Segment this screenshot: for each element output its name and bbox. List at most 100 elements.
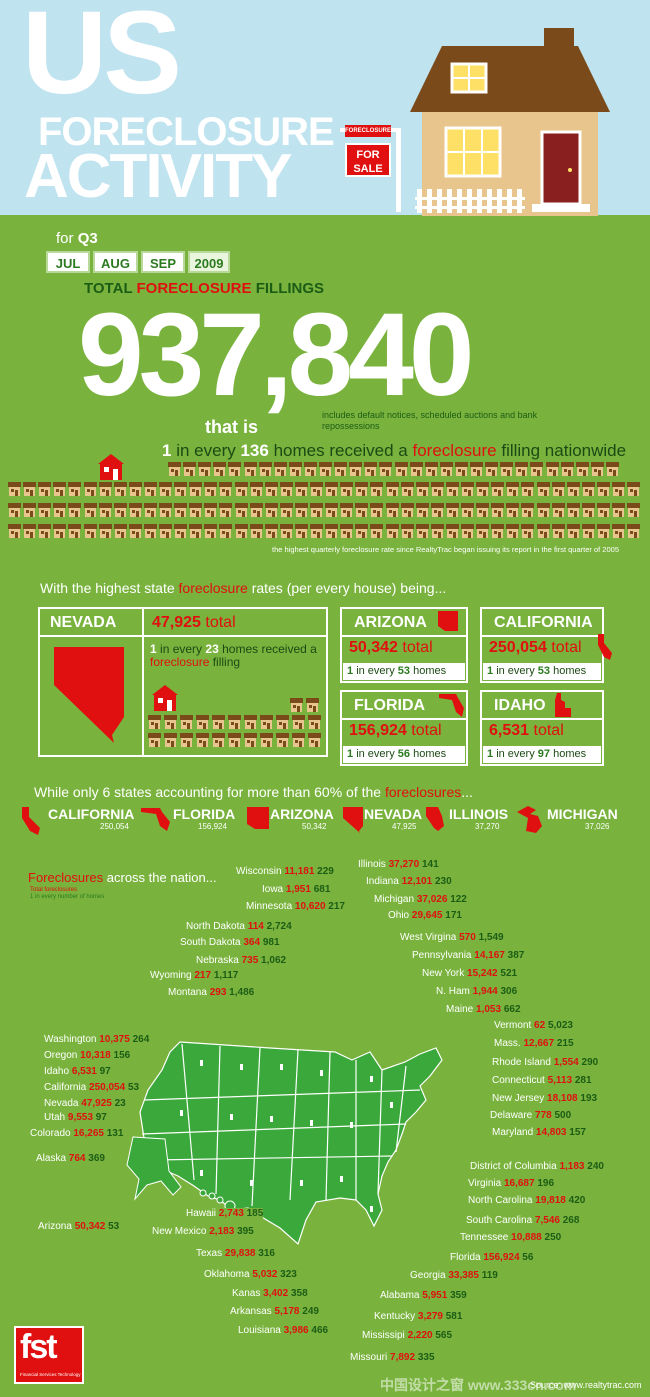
state-label-mass: Mass. 12,667 215: [494, 1038, 574, 1050]
arizona-shape-icon: [438, 611, 458, 631]
state-label-missouri: Missouri 7,892 335: [350, 1352, 435, 1364]
house-pictogram: [276, 733, 289, 747]
legend-ratio: 1 in every number of homes: [30, 894, 105, 900]
house-pictogram: [228, 715, 241, 729]
state-label-maryland: Maryland 14,803 157: [492, 1127, 586, 1139]
state-label-north-carolina: North Carolina 19,818 420: [468, 1195, 586, 1207]
california-total-word: total: [551, 639, 582, 656]
state-label-pennsylvania: Pennsylvania 14,167 387: [412, 950, 525, 962]
state-label-ratio: 290: [581, 1057, 599, 1068]
house-pictogram: [276, 715, 289, 729]
state-label-ratio: 1,062: [261, 955, 287, 966]
state-label-ratio: 359: [450, 1290, 467, 1301]
florida-ratio-num: 56: [397, 748, 411, 760]
state-label-name: Colorado: [30, 1128, 74, 1139]
house-pictogram: [243, 462, 257, 476]
sign-post: [396, 128, 401, 212]
house-pictogram: [596, 503, 610, 517]
state-label-name: Ohio: [388, 910, 412, 921]
state-label-name: Alabama: [380, 1290, 423, 1301]
arizona-ratio-num: 53: [397, 665, 411, 677]
state-label-nevada: Nevada 47,925 23: [44, 1098, 126, 1110]
house-pictogram: [430, 503, 444, 517]
house-pictogram: [38, 524, 52, 538]
state-label-name: Rhode Island: [492, 1057, 554, 1068]
state-label-total: 3,986: [283, 1325, 312, 1336]
title-us: US: [22, 0, 182, 119]
florida-total: 156,924 total: [349, 722, 442, 740]
state-label-total: 62: [534, 1020, 548, 1031]
state-label-total: 10,318: [80, 1050, 114, 1061]
state-label-total: 10,620: [294, 901, 329, 912]
state-label-name: Arizona: [38, 1221, 75, 1232]
house-pictogram: [294, 524, 308, 538]
house-pictogram: [189, 524, 203, 538]
six-michigan: MICHIGAN: [547, 806, 618, 822]
house-pictogram: [306, 698, 319, 712]
nation-heading: Foreclosures across the nation...: [28, 870, 217, 885]
florida-divider: [340, 718, 468, 720]
house-pictogram: [264, 524, 278, 538]
california-shape-icon: [598, 634, 612, 660]
nation-a: Foreclosures: [28, 870, 104, 885]
house-pictogram: [189, 482, 203, 496]
state-label-ratio: 53: [127, 1082, 140, 1093]
state-label-ratio: 157: [569, 1127, 586, 1138]
house-pictogram: [566, 524, 580, 538]
house-pictogram: [355, 482, 369, 496]
house-illustration: [410, 28, 610, 216]
state-label-ratio: 395: [237, 1226, 254, 1237]
house-pictogram: [8, 503, 21, 517]
state-label-name: Maryland: [492, 1127, 536, 1138]
period-label: for Q3: [56, 230, 98, 247]
state-label-total: 1,951: [285, 884, 314, 895]
state-label-total: 29,838: [224, 1248, 259, 1259]
idaho-total-word: total: [533, 722, 564, 739]
state-label-total: 19,818: [535, 1195, 569, 1206]
state-label-name: Vermont: [494, 1020, 535, 1031]
state-label-total: 9,553: [67, 1112, 96, 1123]
state-label-total: 33,385: [448, 1270, 482, 1281]
state-label-name: Alaska: [36, 1153, 69, 1164]
state-label-name: Missouri: [350, 1352, 391, 1363]
nevada-homes: homes received: [222, 642, 307, 656]
state-label-ratio: 581: [445, 1311, 463, 1322]
nevada-filling: filling: [212, 655, 241, 669]
house-pictogram: [279, 482, 293, 496]
house-pictogram: [264, 482, 278, 496]
house-pictogram: [424, 462, 438, 476]
house-pictogram: [334, 462, 348, 476]
state-label-name: South Carolina: [466, 1215, 535, 1226]
state-label-name: Georgia: [410, 1270, 449, 1281]
state-label-name: Mississipi: [362, 1330, 408, 1341]
six-michigan-num: 37,026: [585, 822, 610, 831]
house-pictogram: [385, 482, 399, 496]
house-pictogram: [113, 482, 127, 496]
illinois-small-icon: [426, 807, 444, 831]
month-jul: JUL: [46, 251, 90, 273]
state-label-tennessee: Tennessee 10,888 250: [460, 1232, 562, 1244]
nevada-small-icon: [343, 807, 363, 833]
ratio-foreclosure: foreclosure: [412, 441, 497, 460]
state-label-name: Washington: [44, 1034, 100, 1045]
state-label-district-of-columbia: District of Columbia 1,183 240: [470, 1161, 604, 1173]
state-label-ratio: 264: [132, 1034, 150, 1045]
state-label-total: 50,342: [74, 1221, 109, 1232]
six-arizona: ARIZONA: [270, 806, 334, 822]
state-label-total: 5,951: [422, 1290, 451, 1301]
arizona-in-every: in every: [356, 665, 395, 677]
state-label-montana: Montana 293 1,486: [168, 987, 255, 999]
state-label-ratio: 5,023: [547, 1020, 573, 1031]
state-label-name: New Jersey: [492, 1093, 548, 1104]
house-pictogram: [536, 482, 550, 496]
state-label-total: 2,743: [218, 1208, 247, 1219]
house-pictogram: [506, 503, 520, 517]
house-pictogram: [8, 482, 21, 496]
state-label-total: 1,554: [553, 1057, 582, 1068]
state-label-total: 6,531: [71, 1066, 100, 1077]
house-pictogram: [279, 503, 293, 517]
arizona-small-icon: [247, 807, 269, 829]
highest-rates-heading: With the highest state foreclosure rates…: [40, 580, 446, 596]
state-label-ratio: 323: [280, 1269, 297, 1280]
state-label-south-dakota: South Dakota 364 981: [180, 937, 280, 949]
